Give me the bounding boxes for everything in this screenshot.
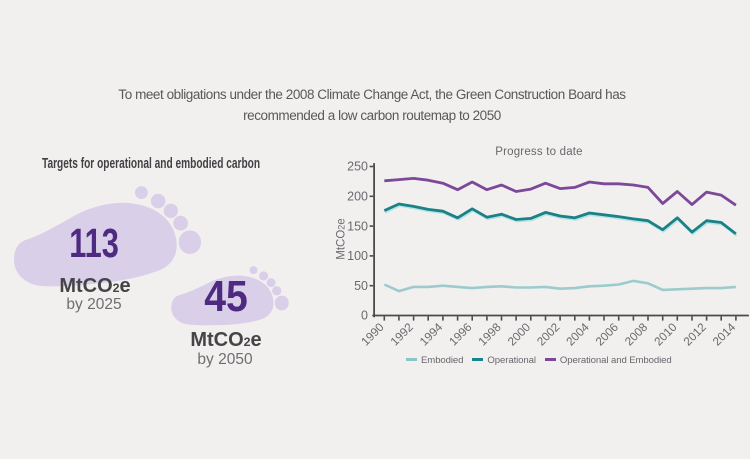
svg-text:1996: 1996: [446, 320, 475, 349]
svg-text:150: 150: [347, 219, 368, 233]
svg-text:2010: 2010: [651, 320, 680, 349]
svg-text:2002: 2002: [534, 320, 562, 348]
svg-text:100: 100: [347, 249, 368, 263]
svg-text:2012: 2012: [680, 320, 708, 348]
svg-text:1992: 1992: [387, 320, 415, 348]
svg-text:MtCO2e: MtCO2e: [336, 218, 348, 259]
svg-text:2004: 2004: [563, 320, 592, 349]
svg-text:200: 200: [347, 190, 368, 204]
svg-text:2008: 2008: [622, 320, 651, 349]
svg-text:1990: 1990: [358, 320, 387, 349]
svg-text:2006: 2006: [593, 320, 622, 349]
svg-text:1998: 1998: [475, 320, 504, 349]
svg-text:50: 50: [354, 279, 368, 293]
svg-text:0: 0: [361, 309, 368, 323]
svg-text:2014: 2014: [710, 320, 739, 349]
svg-text:250: 250: [347, 160, 368, 174]
svg-text:2000: 2000: [505, 320, 534, 349]
svg-text:1994: 1994: [417, 320, 446, 349]
